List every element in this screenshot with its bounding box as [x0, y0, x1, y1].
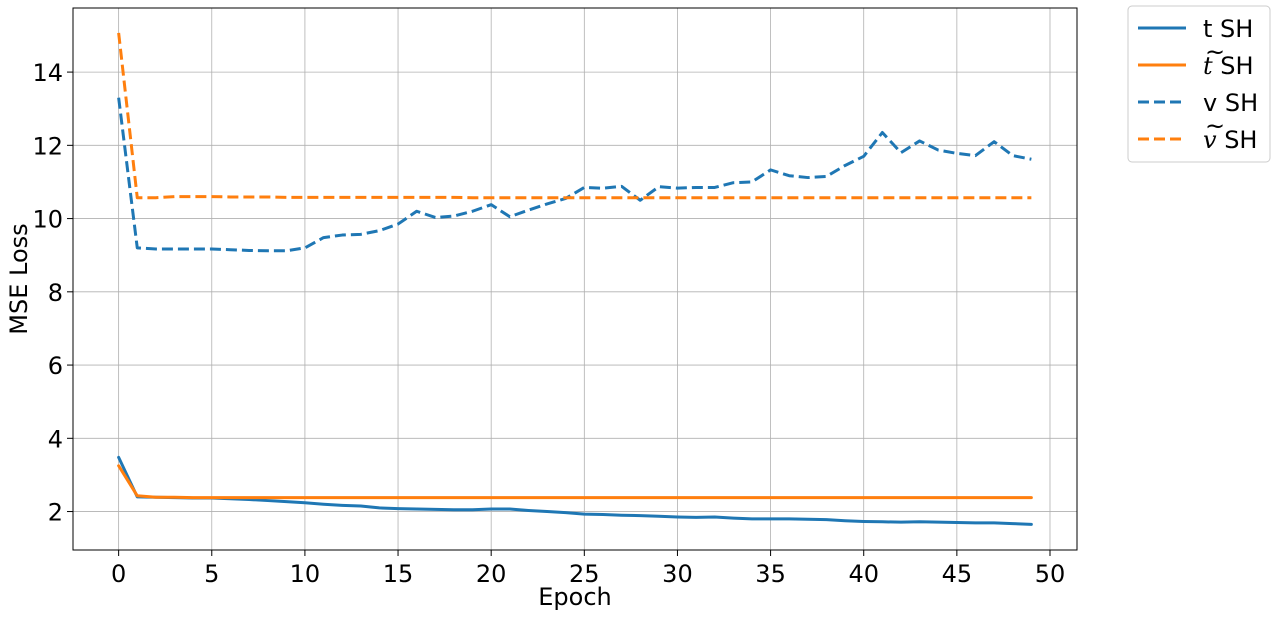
legend-box [1127, 5, 1271, 163]
x-tick-label: 45 [942, 560, 973, 588]
x-tick-label: 20 [476, 560, 507, 588]
y-tick-label: 4 [48, 425, 63, 453]
x-tick-label: 25 [569, 560, 600, 588]
x-axis-label: Epoch [538, 583, 612, 611]
series-lines [117, 32, 1033, 526]
x-tick-label: 50 [1035, 560, 1066, 588]
plot-frame [72, 7, 1078, 551]
legend-label: v SH [1203, 89, 1258, 117]
legend-label: t SH [1203, 15, 1253, 43]
y-tick-label: 8 [48, 279, 63, 307]
series-line-1 [117, 455, 1033, 526]
grid [73, 8, 1077, 550]
x-tick-label: 0 [111, 560, 126, 588]
y-tick-label: 14 [32, 59, 63, 87]
x-tick-label: 5 [204, 560, 219, 588]
legend-tilde-accent: ~ [1205, 38, 1225, 66]
legend: t SHt SH~v SHv SH~ [1127, 5, 1271, 163]
y-tick-label: 2 [48, 499, 63, 527]
x-tick-label: 30 [662, 560, 693, 588]
x-tick-label: 35 [755, 560, 786, 588]
series-line-2 [117, 464, 1033, 500]
legend-label: t SH [1203, 52, 1254, 80]
y-tick-label: 12 [32, 132, 63, 160]
axis-ticks: 0 5 10 15 20 25 30 35 40 45 50 2 4 6 8 10 12 14 [32, 59, 1065, 588]
legend-label: v SH [1203, 126, 1257, 154]
y-tick-label: 10 [32, 206, 63, 234]
x-tick-label: 15 [383, 560, 414, 588]
x-tick-label: 40 [848, 560, 879, 588]
legend-tilde-accent: ~ [1205, 112, 1225, 140]
series-line-3 [117, 97, 1032, 253]
x-tick-label: 10 [290, 560, 321, 588]
y-axis-label: MSE Loss [5, 223, 33, 334]
y-tick-label: 6 [48, 352, 63, 380]
